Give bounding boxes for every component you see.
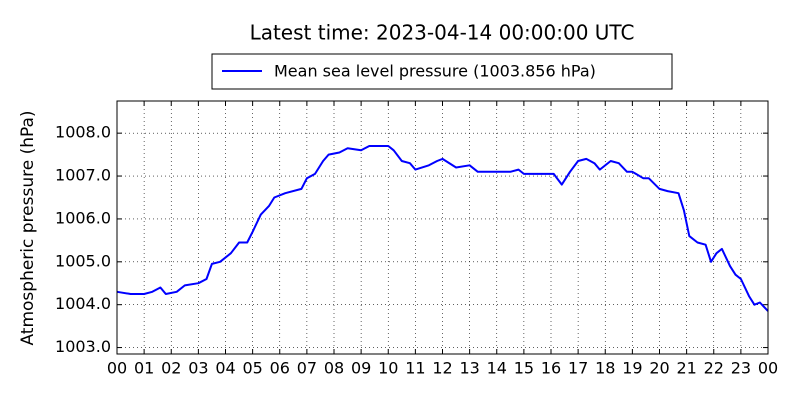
x-tick-label: 08 xyxy=(324,359,344,378)
x-tick-label: 00 xyxy=(107,359,127,378)
x-tick-label: 20 xyxy=(649,359,669,378)
y-tick-label: 1007.0 xyxy=(55,166,111,185)
x-tick-label: 16 xyxy=(541,359,561,378)
x-tick-label: 01 xyxy=(134,359,154,378)
plot-frame xyxy=(116,100,769,355)
y-tick-label: 1006.0 xyxy=(55,208,111,227)
x-tick-label: 03 xyxy=(188,359,208,378)
series-line xyxy=(116,145,769,312)
x-tick-label: 19 xyxy=(622,359,642,378)
x-tick-label: 11 xyxy=(405,359,425,378)
x-tick-label: 02 xyxy=(161,359,181,378)
y-tick-label: 1004.0 xyxy=(55,294,111,313)
y-axis-label: Atmospheric pressure (hPa) xyxy=(18,110,38,345)
x-tick-label: 23 xyxy=(731,359,751,378)
legend-label: Mean sea level pressure (1003.856 hPa) xyxy=(274,62,596,81)
x-tick-label: 04 xyxy=(215,359,235,378)
x-tick-label: 21 xyxy=(676,359,696,378)
x-tick-label: 13 xyxy=(459,359,479,378)
chart-title: Latest time: 2023-04-14 00:00:00 UTC xyxy=(250,21,635,45)
x-tick-label: 09 xyxy=(351,359,371,378)
y-tick-label: 1008.0 xyxy=(55,123,111,142)
legend xyxy=(211,53,673,90)
x-tick-label: 00 xyxy=(758,359,778,378)
x-tick-label: 17 xyxy=(568,359,588,378)
x-tick-label: 10 xyxy=(378,359,398,378)
x-tick-label: 22 xyxy=(704,359,724,378)
x-tick-label: 07 xyxy=(297,359,317,378)
x-tick-label: 05 xyxy=(242,359,262,378)
y-tick-label: 1005.0 xyxy=(55,251,111,270)
x-tick-label: 18 xyxy=(595,359,615,378)
x-tick-label: 12 xyxy=(432,359,452,378)
x-tick-label: 14 xyxy=(487,359,507,378)
x-tick-label: 15 xyxy=(514,359,534,378)
x-tick-label: 06 xyxy=(270,359,290,378)
y-tick-label: 1003.0 xyxy=(55,337,111,356)
